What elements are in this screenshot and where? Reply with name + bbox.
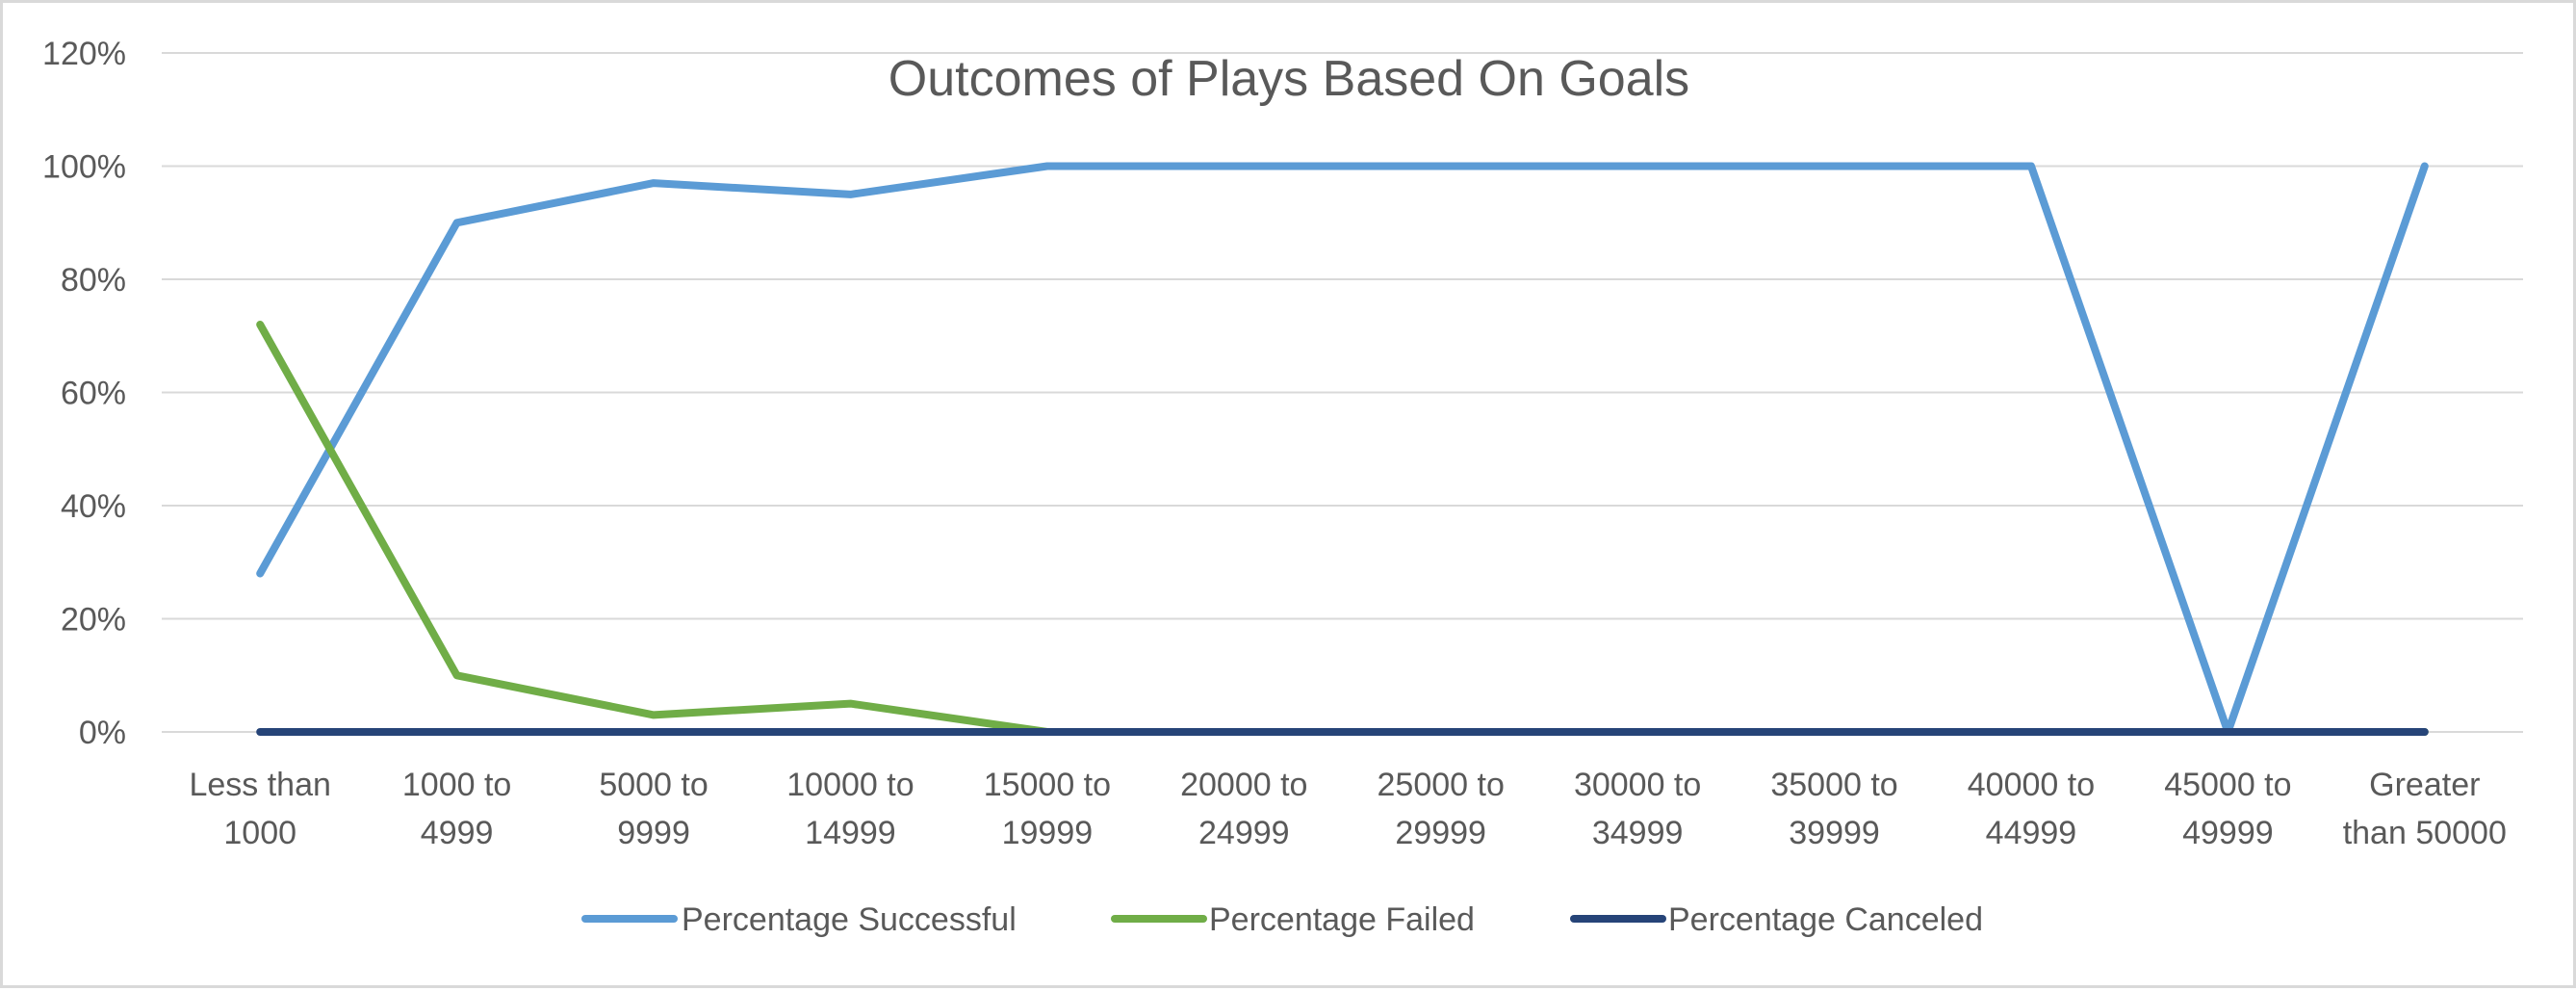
x-tick-label: 45000 to 49999 (2164, 767, 2291, 851)
y-tick-label: 120% (42, 36, 126, 72)
x-tick-label: 5000 to 9999 (599, 767, 708, 851)
x-tick-label: 1000 to 4999 (402, 767, 511, 851)
legend-label: Percentage Successful (682, 901, 1017, 938)
y-tick-label: 80% (61, 262, 126, 299)
series-line-percentage-failed (256, 321, 2429, 736)
chart-title: Outcomes of Plays Based On Goals (889, 51, 1689, 107)
x-tick-label: 30000 to 34999 (1574, 767, 1701, 851)
legend: Percentage Successful Percentage Failed Pe… (581, 901, 1983, 938)
x-tick-label: 10000 to 14999 (786, 767, 914, 851)
x-tick-label: 35000 to 39999 (1770, 767, 1897, 851)
x-tick-label: 40000 to 44999 (1968, 767, 2095, 851)
legend-item-percentage-failed: Percentage Failed (1111, 901, 1475, 938)
x-tick-label: 15000 to 19999 (984, 767, 1111, 851)
legend-item-percentage-successful: Percentage Successful (581, 901, 1017, 938)
series-lines (256, 162, 2429, 736)
x-tick-label: Less than 1000 (189, 767, 330, 851)
y-axis-ticks: 0% 20% 40% 60% 80% 100% 120% (42, 36, 126, 751)
x-tick-label: 20000 to 24999 (1180, 767, 1307, 851)
y-tick-label: 100% (42, 149, 126, 186)
line-chart: 0% 20% 40% 60% 80% 100% 120% Less than 1000 1000… (42, 36, 2523, 938)
legend-label: Percentage Canceled (1668, 901, 1983, 938)
gridlines (162, 52, 2523, 733)
y-tick-label: 0% (79, 715, 126, 751)
x-axis-ticks: Less than 1000 1000 to 4999 5000 to 9999 10000… (189, 767, 2506, 851)
legend-label: Percentage Failed (1209, 901, 1475, 938)
x-tick-label: 25000 to 29999 (1378, 767, 1505, 851)
y-tick-label: 20% (61, 602, 126, 639)
x-tick-label: Greater than 50000 (2343, 767, 2507, 851)
series-line-percentage-successful (256, 162, 2429, 736)
y-tick-label: 60% (61, 376, 126, 412)
legend-item-percentage-canceled: Percentage Canceled (1570, 901, 1983, 938)
y-tick-label: 40% (61, 488, 126, 525)
